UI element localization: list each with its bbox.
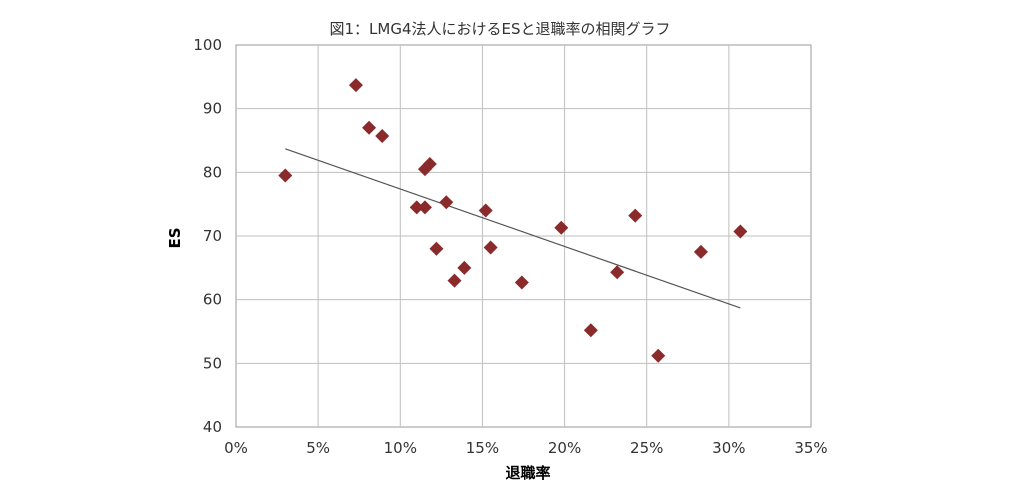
- data-point: [554, 220, 569, 235]
- data-point: [483, 240, 498, 255]
- data-point: [348, 78, 363, 93]
- data-point: [375, 129, 390, 144]
- data-point: [362, 120, 377, 135]
- data-point: [693, 244, 708, 259]
- x-tick-label: 5%: [306, 439, 330, 457]
- plot-area: 0% 5% 10% 15% 20% 25% 30% 35% 40 50 60 70 80 90 100: [193, 36, 827, 457]
- data-point: [733, 224, 748, 239]
- x-tick-label: 15%: [466, 439, 499, 457]
- y-tick-label: 90: [203, 100, 222, 118]
- y-tick-label: 40: [203, 418, 222, 436]
- x-tick-label: 10%: [384, 439, 417, 457]
- chart-title: 図1：LMG4法人におけるESと退職率の相関グラフ: [329, 20, 670, 38]
- data-point: [514, 275, 529, 290]
- data-point: [439, 195, 454, 210]
- y-tick-label: 70: [203, 227, 222, 245]
- x-tick-label: 30%: [712, 439, 745, 457]
- data-point: [651, 348, 666, 363]
- data-point: [583, 323, 598, 338]
- x-tick-label: 0%: [224, 439, 248, 457]
- data-point: [457, 260, 472, 275]
- y-axis-title: ES: [166, 227, 184, 248]
- trendline: [285, 148, 741, 309]
- x-axis-title: 退職率: [505, 464, 550, 482]
- data-point: [628, 208, 643, 223]
- y-tick-label: 80: [203, 163, 222, 181]
- data-point: [278, 168, 293, 183]
- data-point: [447, 273, 462, 288]
- x-tick-label: 20%: [548, 439, 581, 457]
- data-point: [429, 241, 444, 256]
- data-point: [478, 203, 493, 218]
- x-tick-label: 35%: [794, 439, 827, 457]
- data-point: [409, 200, 424, 215]
- y-tick-label: 100: [193, 36, 222, 54]
- y-tick-label: 60: [203, 291, 222, 309]
- y-tick-label: 50: [203, 354, 222, 372]
- data-point: [417, 200, 432, 215]
- x-tick-label: 25%: [630, 439, 663, 457]
- data-point: [610, 265, 625, 280]
- data-point: [422, 157, 437, 172]
